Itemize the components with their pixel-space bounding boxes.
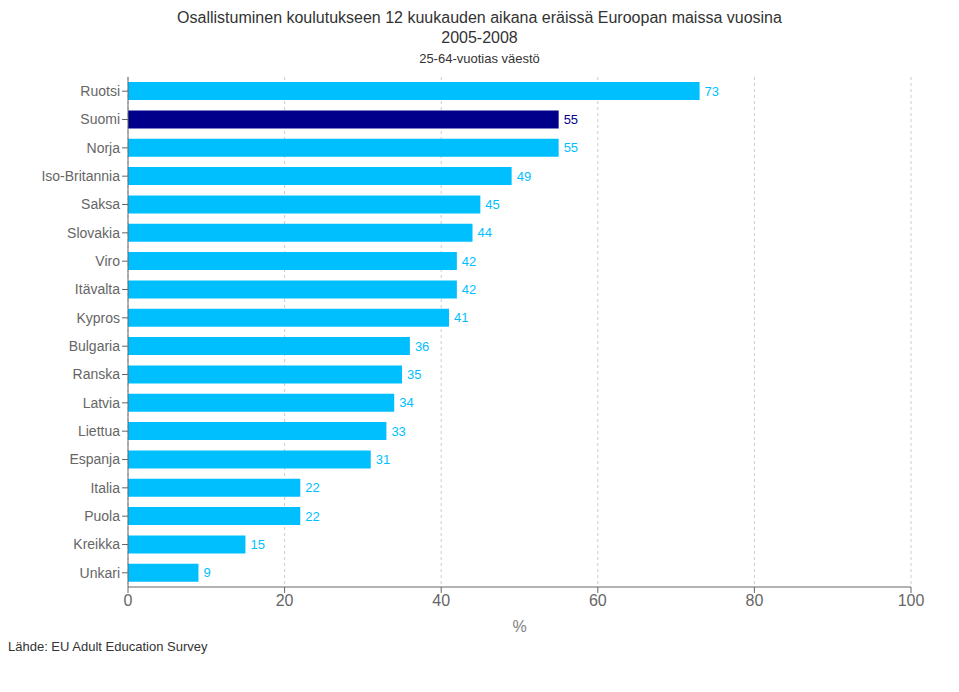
svg-text:Saksa: Saksa (81, 196, 120, 212)
svg-text:Unkari: Unkari (80, 565, 120, 581)
svg-text:40: 40 (432, 592, 450, 609)
svg-text:Puola: Puola (84, 508, 120, 524)
svg-text:Latvia: Latvia (83, 395, 121, 411)
svg-text:42: 42 (462, 254, 476, 269)
svg-text:22: 22 (305, 480, 319, 495)
html-text:25-64-vuotias väestö: 25-64-vuotias väestö (419, 51, 540, 66)
svg-text:0: 0 (124, 592, 133, 609)
html-text:Osallistuminen koulutukseen 12: Osallistuminen koulutukseen 12 kuukauden… (177, 9, 782, 26)
svg-text:Ruotsi: Ruotsi (80, 83, 120, 99)
svg-text:Ranska: Ranska (73, 366, 121, 382)
svg-text:Viro: Viro (95, 253, 120, 269)
svg-text:42: 42 (462, 282, 476, 297)
svg-text:41: 41 (454, 310, 468, 325)
svg-text:45: 45 (485, 197, 499, 212)
svg-text:49: 49 (517, 169, 531, 184)
svg-text:60: 60 (589, 592, 607, 609)
svg-text:Liettua: Liettua (78, 423, 120, 439)
svg-text:Slovakia: Slovakia (67, 225, 120, 241)
svg-text:Norja: Norja (87, 140, 121, 156)
svg-text:33: 33 (391, 424, 405, 439)
svg-text:55: 55 (564, 140, 578, 155)
svg-text:Kreikka: Kreikka (73, 536, 120, 552)
svg-text:80: 80 (746, 592, 764, 609)
svg-text:31: 31 (376, 452, 390, 467)
svg-text:55: 55 (564, 112, 578, 127)
svg-text:%: % (512, 618, 526, 635)
svg-text:Itävalta: Itävalta (75, 281, 120, 297)
svg-text:34: 34 (399, 395, 413, 410)
svg-text:Italia: Italia (90, 480, 120, 496)
svg-text:15: 15 (250, 537, 264, 552)
html-text:2005-2008: 2005-2008 (441, 29, 518, 46)
svg-text:36: 36 (415, 339, 429, 354)
html-text:Lähde: EU Adult Education Surv: Lähde: EU Adult Education Survey (8, 639, 208, 654)
svg-text:20: 20 (276, 592, 294, 609)
svg-text:Iso-Britannia: Iso-Britannia (41, 168, 120, 184)
svg-text:Kypros: Kypros (76, 310, 120, 326)
svg-text:Espanja: Espanja (69, 451, 120, 467)
svg-text:Bulgaria: Bulgaria (69, 338, 121, 354)
svg-text:35: 35 (407, 367, 421, 382)
svg-text:22: 22 (305, 509, 319, 524)
svg-text:44: 44 (478, 225, 492, 240)
svg-text:100: 100 (898, 592, 925, 609)
svg-text:9: 9 (203, 565, 210, 580)
svg-text:Suomi: Suomi (80, 111, 120, 127)
svg-text:73: 73 (705, 84, 719, 99)
